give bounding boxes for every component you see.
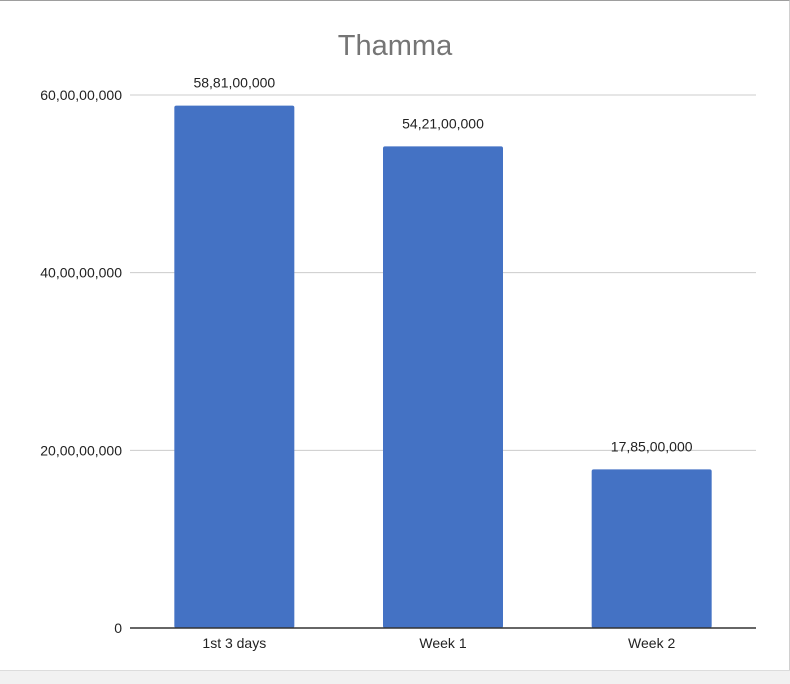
x-tick-label: Week 2 <box>628 635 675 651</box>
bar <box>591 469 712 628</box>
x-tick-label: Week 1 <box>419 635 466 651</box>
data-label: 54,21,00,000 <box>402 115 484 131</box>
bar <box>174 105 295 628</box>
y-tick-label: 60,00,00,000 <box>40 87 122 103</box>
bottom-strip <box>0 670 790 684</box>
y-tick-label: 40,00,00,000 <box>40 265 122 281</box>
x-axis-ticks: 1st 3 days Week 1 Week 2 <box>202 635 675 651</box>
bars <box>174 105 712 628</box>
bar <box>383 146 503 628</box>
y-axis-ticks: 0 20,00,00,000 40,00,00,000 60,00,00,000 <box>40 87 122 636</box>
y-tick-label: 0 <box>114 620 122 636</box>
x-tick-label: 1st 3 days <box>202 635 266 651</box>
y-tick-label: 20,00,00,000 <box>40 442 122 458</box>
chart-title: Thamma <box>337 30 453 62</box>
data-label: 58,81,00,000 <box>193 75 275 91</box>
data-label: 17,85,00,000 <box>611 438 693 454</box>
data-labels: 58,81,00,000 54,21,00,000 17,85,00,000 <box>193 75 692 455</box>
